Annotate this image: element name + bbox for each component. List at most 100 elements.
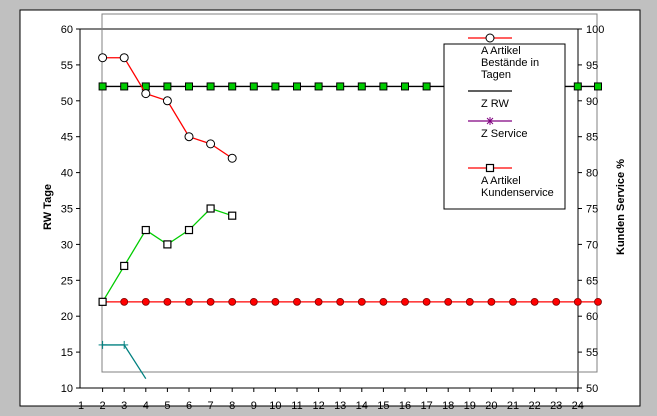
data-point [141, 225, 150, 235]
y-tick-label: 10 [61, 383, 73, 395]
x-tick-label: 5 [164, 400, 170, 412]
y2-axis-title: Kunden Service % [615, 159, 627, 255]
x-tick-label: 3 [121, 400, 127, 412]
data-point [163, 82, 172, 91]
data-point [379, 297, 388, 306]
data-point [314, 297, 323, 306]
data-point [422, 82, 431, 91]
inner-box [101, 13, 598, 373]
data-point [271, 297, 280, 306]
x-tick-label: 15 [377, 400, 389, 412]
data-point [185, 297, 193, 306]
y2-tick-label: 100 [586, 24, 604, 36]
x-tick-label: 23 [550, 400, 562, 412]
x-tick-label: 18 [442, 400, 454, 412]
data-point [357, 82, 366, 91]
x-tick-label: 1 [78, 400, 84, 412]
data-point [293, 297, 301, 306]
legend-label: A Artikel [481, 175, 521, 187]
axes-group: 1015202530354045505560505560657075808590… [61, 24, 605, 412]
data-point [336, 297, 345, 306]
x-tick-label: 21 [507, 400, 519, 412]
data-point [594, 82, 602, 91]
data-point [228, 82, 237, 91]
y-tick-label: 25 [61, 275, 73, 287]
x-tick-label: 14 [356, 400, 368, 412]
data-point [141, 89, 151, 99]
x-tick-label: 2 [100, 400, 106, 412]
data-point [444, 297, 453, 306]
y-tick-label: 15 [61, 347, 73, 359]
x-tick-label: 4 [143, 400, 149, 412]
y2-tick-label: 85 [586, 132, 598, 144]
data-point [120, 82, 129, 91]
legend-label: Z RW [481, 98, 510, 110]
legend-label: Kundenservice [481, 187, 554, 199]
data-point [184, 132, 194, 142]
data-point [594, 297, 602, 306]
x-tick-label: 6 [186, 400, 192, 412]
data-point [422, 297, 431, 306]
data-point [314, 82, 323, 91]
y2-tick-label: 90 [586, 96, 598, 108]
data-point [485, 33, 495, 43]
y2-tick-label: 60 [586, 311, 598, 323]
data-point [357, 297, 366, 306]
data-point [487, 297, 496, 306]
data-point [486, 117, 494, 125]
x-tick-label: 22 [528, 400, 540, 412]
y-tick-label: 50 [61, 96, 73, 108]
data-point [293, 82, 301, 91]
data-point [401, 297, 409, 306]
data-point [249, 82, 258, 91]
legend-label: Bestände in [481, 57, 539, 69]
data-point [336, 82, 345, 91]
x-tick-label: 12 [312, 400, 324, 412]
data-point [485, 163, 495, 173]
data-point [552, 297, 561, 306]
y2-tick-label: 75 [586, 204, 598, 216]
data-point [573, 82, 582, 91]
y-tick-label: 30 [61, 239, 73, 251]
data-point [228, 211, 237, 220]
data-point [163, 297, 172, 306]
x-tick-label: 11 [291, 400, 302, 412]
x-tick-label: 9 [251, 400, 257, 412]
legend-label: Tagen [481, 69, 511, 81]
data-point [509, 297, 517, 306]
x-tick-label: 17 [420, 400, 432, 412]
y-axis-title: RW Tage [42, 184, 54, 230]
data-point [227, 153, 237, 163]
data-point [271, 82, 280, 91]
data-point [98, 340, 107, 349]
data-point [120, 261, 129, 271]
data-point [162, 96, 172, 106]
data-point [401, 82, 409, 91]
data-point [98, 53, 108, 63]
data-point [206, 204, 215, 213]
y2-tick-label: 50 [586, 383, 598, 395]
x-tick-label: 19 [464, 400, 476, 412]
y2-tick-label: 95 [586, 60, 598, 72]
legend-label: A Artikel [481, 45, 521, 57]
legend-box [443, 43, 566, 210]
y-tick-label: 55 [61, 60, 73, 72]
y-tick-label: 60 [61, 24, 73, 36]
data-point [163, 240, 172, 249]
y-tick-label: 40 [61, 168, 73, 180]
data-point [206, 82, 215, 91]
data-point [228, 297, 237, 306]
data-point [379, 82, 388, 91]
data-point [184, 225, 194, 235]
x-tick-label: 24 [572, 400, 584, 412]
data-point [119, 53, 129, 63]
x-tick-label: 16 [399, 400, 411, 412]
x-tick-label: 13 [334, 400, 346, 412]
legend-label: Z Service [481, 128, 527, 140]
data-point [530, 297, 539, 306]
data-point [98, 82, 107, 91]
x-tick-label: 8 [229, 400, 235, 412]
